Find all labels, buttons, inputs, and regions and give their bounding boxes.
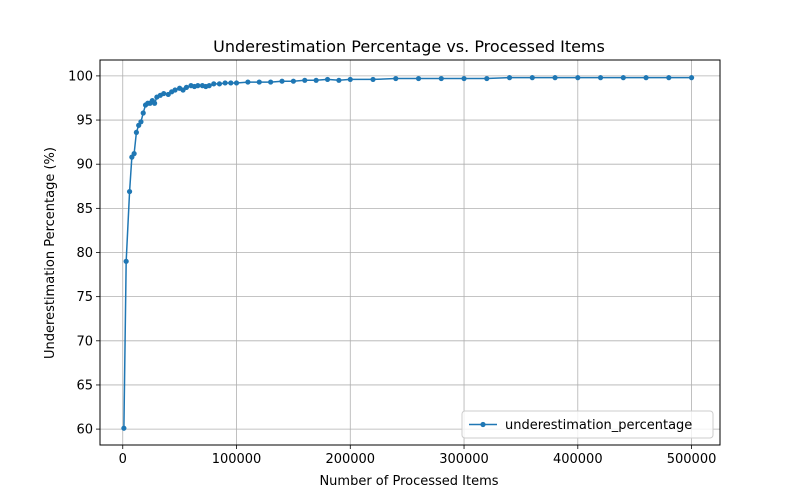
- data-point: [552, 75, 558, 81]
- x-tick-label: 100000: [212, 452, 262, 467]
- data-point: [666, 75, 672, 81]
- data-point: [256, 79, 262, 85]
- data-point: [206, 83, 212, 89]
- data-point: [290, 78, 296, 84]
- y-tick-label: 60: [76, 423, 93, 438]
- data-point: [347, 76, 353, 83]
- data-point: [126, 188, 133, 195]
- data-point: [506, 75, 513, 81]
- x-axis-label: Number of Processed Items: [319, 474, 498, 489]
- y-tick-label: 65: [76, 378, 93, 393]
- legend-box: [461, 410, 714, 439]
- data-point: [620, 75, 626, 81]
- x-tick-label: 200000: [325, 452, 375, 467]
- data-point: [211, 81, 217, 87]
- x-axis: 0 100000 200000 300000 400000 500000: [119, 445, 717, 467]
- x-tick-label: 300000: [439, 452, 489, 467]
- data-point: [133, 129, 140, 136]
- data-point: [140, 110, 146, 116]
- x-tick-label: 400000: [553, 452, 603, 467]
- data-point: [415, 75, 422, 82]
- y-axis: 60 65 70 75 80 85 90 95 100: [68, 69, 100, 438]
- data-point: [484, 75, 490, 82]
- data-point: [123, 258, 129, 264]
- data-point: [461, 75, 467, 82]
- series-layer: [121, 75, 695, 431]
- data-point: [597, 75, 604, 81]
- data-point: [121, 425, 127, 431]
- y-axis-label: Underestimation Percentage (%): [43, 147, 58, 359]
- legend-marker: [480, 421, 486, 428]
- y-tick-label: 80: [76, 246, 93, 261]
- data-point: [138, 119, 144, 125]
- data-point: [643, 75, 649, 81]
- legend-label: underestimation_percentage: [505, 418, 692, 433]
- data-point: [216, 81, 223, 87]
- data-point: [195, 83, 201, 89]
- data-point: [183, 84, 190, 90]
- data-point: [228, 80, 234, 86]
- chart-title: Underestimation Percentage vs. Processed…: [213, 37, 605, 56]
- y-tick-label: 95: [76, 114, 93, 129]
- data-point: [393, 75, 399, 82]
- y-tick-label: 85: [76, 202, 93, 217]
- data-point: [370, 76, 376, 83]
- data-point: [529, 75, 535, 81]
- data-point: [245, 79, 251, 85]
- data-point: [302, 77, 308, 83]
- data-point: [279, 78, 285, 84]
- x-tick-label: 0: [119, 452, 127, 467]
- legend: underestimation_percentage: [461, 410, 714, 439]
- data-point: [575, 75, 581, 81]
- data-point: [131, 151, 137, 157]
- data-point: [313, 77, 319, 83]
- y-tick-label: 90: [76, 158, 93, 173]
- y-tick-label: 75: [76, 290, 93, 305]
- data-point: [688, 75, 695, 81]
- grid: [100, 60, 720, 445]
- data-point: [222, 80, 228, 86]
- data-point: [336, 77, 342, 83]
- data-point: [172, 87, 178, 93]
- data-point: [268, 79, 274, 85]
- y-tick-label: 70: [76, 334, 93, 349]
- x-tick-label: 500000: [667, 452, 717, 467]
- data-point: [324, 76, 331, 83]
- data-point: [233, 80, 240, 86]
- data-point: [152, 100, 158, 106]
- y-tick-label: 100: [68, 69, 93, 84]
- data-point: [438, 75, 444, 82]
- data-point: [161, 90, 167, 97]
